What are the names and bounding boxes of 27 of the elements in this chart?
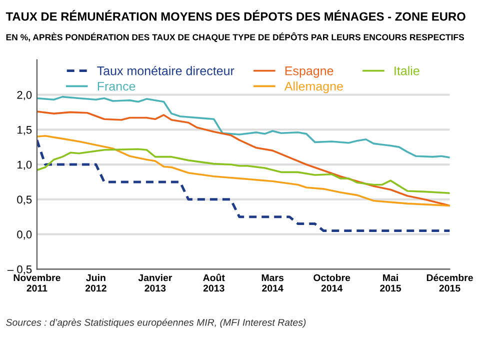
line-series xyxy=(36,110,450,207)
y-tick-label: – 0,5 xyxy=(7,265,32,275)
legend-label: Espagne xyxy=(285,66,334,78)
x-tick-label: Janvier 2013 xyxy=(138,274,172,292)
x-tick-label: Octobre 2014 xyxy=(314,274,350,292)
chart-subtitle: EN %, APRÈS PONDÉRATION DES TAUX DE CHAQUE TYPE DE DÉPÔTS PAR LEURS ENCOURS RESPECTIFS xyxy=(6,32,464,42)
legend-label: Italie xyxy=(394,66,420,76)
source-note: Sources : d’après Statistiques européennes MIR, (MFI Interest Rates) xyxy=(6,318,306,328)
x-tick-label: Août 2013 xyxy=(203,274,225,292)
line-series xyxy=(36,138,450,232)
x-tick-label: Mai 2015 xyxy=(380,274,402,292)
x-tick-label: Décembre 2015 xyxy=(426,274,473,292)
x-tick-label: Novembre 2011 xyxy=(14,274,60,292)
x-tick-label: Mars 2014 xyxy=(262,274,284,292)
y-tick-label: 2,0 xyxy=(17,91,32,100)
y-tick-label: 1,5 xyxy=(18,126,32,136)
x-tick-label: Juin 2012 xyxy=(85,274,106,292)
line-series xyxy=(36,134,450,207)
line-series xyxy=(36,148,450,194)
y-tick-label: 0,5 xyxy=(17,196,32,205)
legend-label: Taux monétaire directeur xyxy=(97,66,234,76)
y-tick-label: 1,0 xyxy=(18,160,32,170)
line-series xyxy=(36,96,450,158)
legend-label: Allemagne xyxy=(284,82,343,94)
legend-label: France xyxy=(98,82,136,91)
y-tick-label: 0,0 xyxy=(17,230,32,240)
chart-title: TAUX DE RÉMUNÉRATION MOYENS DES DÉPOTS DES MÉNAGES - ZONE EURO xyxy=(6,10,466,21)
